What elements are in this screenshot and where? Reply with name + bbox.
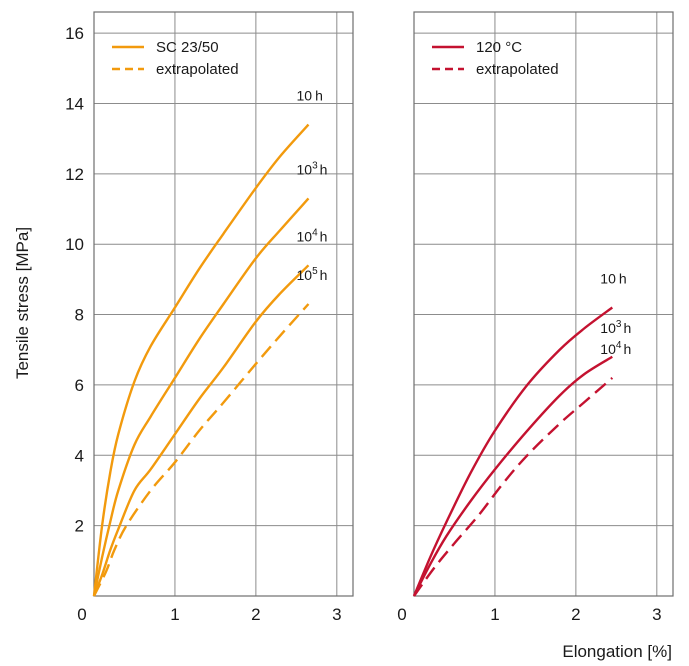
x-tick-label: 2 (251, 605, 260, 624)
x-tick-label: 2 (571, 605, 580, 624)
series-label-2: 104 h (600, 340, 631, 357)
series-line-2 (92, 264, 310, 597)
y-tick-label: 2 (75, 517, 84, 536)
y-tick-label: 16 (65, 24, 84, 43)
series-label-2: 104 h (296, 227, 327, 244)
series-label-3: 105 h (296, 266, 327, 283)
series-label-1: 103 h (600, 319, 631, 336)
y-tick-label: 6 (75, 376, 84, 395)
x-tick-label: 1 (490, 605, 499, 624)
series-line-0 (412, 306, 614, 597)
y-tick-label: 4 (75, 446, 84, 465)
x-axis-title: Elongation [%] (562, 642, 672, 661)
panel-right: 0 1 2 3 120 °C extrapolated 10 h 103 h 104 h (397, 11, 674, 624)
x-tick-label: 0 (77, 605, 86, 624)
x-tick-label: 1 (170, 605, 179, 624)
series-label-0: 10 h (296, 88, 322, 104)
legend-label: 120 °C (476, 39, 522, 56)
plot-frame (413, 11, 674, 597)
plot-frame (93, 11, 354, 597)
series-label-0: 10 h (600, 271, 626, 287)
series-line-2 (413, 376, 614, 597)
series-line-1 (412, 355, 613, 597)
y-tick-label: 10 (65, 235, 84, 254)
x-tick-label: 3 (652, 605, 661, 624)
series-line-0 (92, 123, 310, 597)
legend-label: extrapolated (156, 61, 239, 78)
y-tick-label: 14 (65, 94, 84, 113)
legend-label: SC 23/50 (156, 39, 219, 56)
y-axis-title: Tensile stress [MPa] (13, 227, 32, 379)
x-tick-label: 3 (332, 605, 341, 624)
series-line-1 (92, 197, 310, 597)
legend-label: extrapolated (476, 61, 559, 78)
series-line-3 (92, 303, 310, 597)
x-tick-label: 0 (397, 605, 406, 624)
y-tick-label: 12 (65, 165, 84, 184)
y-tick-label: 8 (75, 306, 84, 325)
series-label-1: 103 h (296, 160, 327, 177)
